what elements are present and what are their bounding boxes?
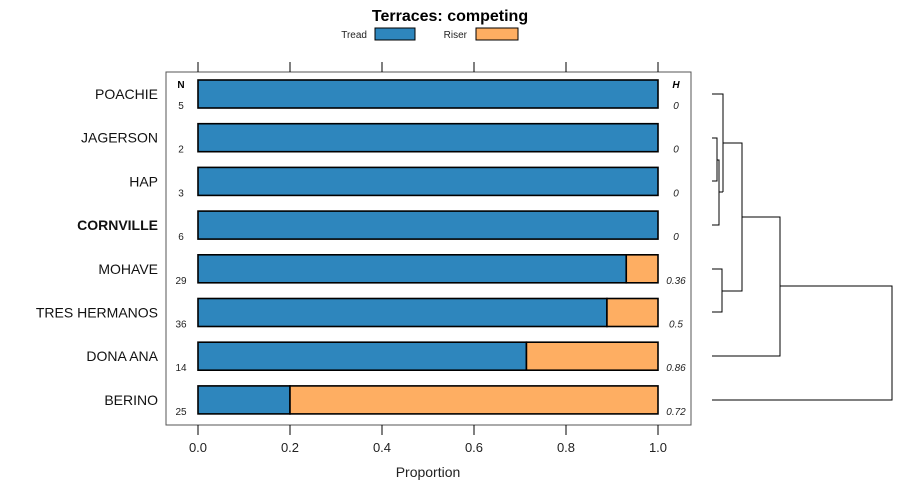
dendrogram-branch (712, 285, 893, 401)
x-tick-label: 0.6 (465, 440, 483, 455)
category-label: DONA ANA (86, 348, 158, 364)
plot-panel (165, 71, 692, 426)
h-value: 0.72 (666, 407, 686, 418)
x-tick-label: 0.2 (281, 440, 299, 455)
bar-tread (197, 79, 659, 109)
dendrogram-branch (712, 137, 718, 182)
category-label: HAP (129, 173, 158, 189)
h-value: 0 (673, 232, 679, 243)
h-value: 0.86 (666, 363, 686, 374)
legend-label-tread: Tread (341, 30, 367, 41)
bar-riser (606, 297, 659, 328)
category-label: POACHIE (95, 86, 158, 102)
n-value: 2 (178, 145, 184, 156)
h-header: H (672, 80, 680, 91)
bar-tread (197, 341, 528, 372)
dendrogram-branch (712, 268, 723, 313)
h-value: 0.36 (666, 276, 686, 287)
chart-title: Terraces: competing (372, 8, 528, 25)
category-label: TRES HERMANOS (36, 305, 158, 321)
bar-tread (197, 210, 659, 240)
n-value: 3 (178, 188, 184, 199)
legend-swatch-riser (475, 27, 519, 41)
h-value: 0.5 (669, 320, 683, 331)
bar-tread (197, 122, 659, 153)
category-label: BERINO (104, 392, 158, 408)
category-label: CORNVILLE (77, 217, 158, 233)
n-value: 36 (175, 320, 187, 331)
x-tick-label: 0.4 (373, 440, 391, 455)
dendrogram-branch (712, 159, 720, 226)
dendrogram-branch (722, 142, 743, 292)
dendrogram-branch (712, 93, 724, 192)
n-value: 25 (175, 407, 187, 418)
bar-riser (289, 385, 659, 415)
h-value: 0 (673, 101, 679, 112)
legend-label-riser: Riser (444, 30, 468, 41)
dendrogram (712, 93, 893, 401)
n-value: 14 (175, 363, 187, 374)
n-value: 29 (175, 276, 187, 287)
category-label: MOHAVE (98, 261, 158, 277)
bar-tread (197, 254, 628, 284)
n-value: 6 (178, 232, 184, 243)
n-value: 5 (178, 101, 184, 112)
bar-tread (197, 166, 659, 197)
bar-tread (197, 385, 291, 415)
category-label: JAGERSON (81, 130, 158, 146)
x-axis-label: Proportion (396, 464, 461, 480)
n-header: N (177, 80, 184, 91)
bar-tread (197, 297, 608, 328)
bar-riser (525, 341, 659, 372)
h-value: 0 (673, 145, 679, 156)
bar-riser (625, 254, 659, 284)
h-value: 0 (673, 188, 679, 199)
legend: Tread Riser (341, 27, 519, 41)
x-tick-label: 0.0 (189, 440, 207, 455)
legend-swatch-tread (374, 27, 416, 41)
x-tick-label: 1.0 (649, 440, 667, 455)
x-tick-label: 0.8 (557, 440, 575, 455)
